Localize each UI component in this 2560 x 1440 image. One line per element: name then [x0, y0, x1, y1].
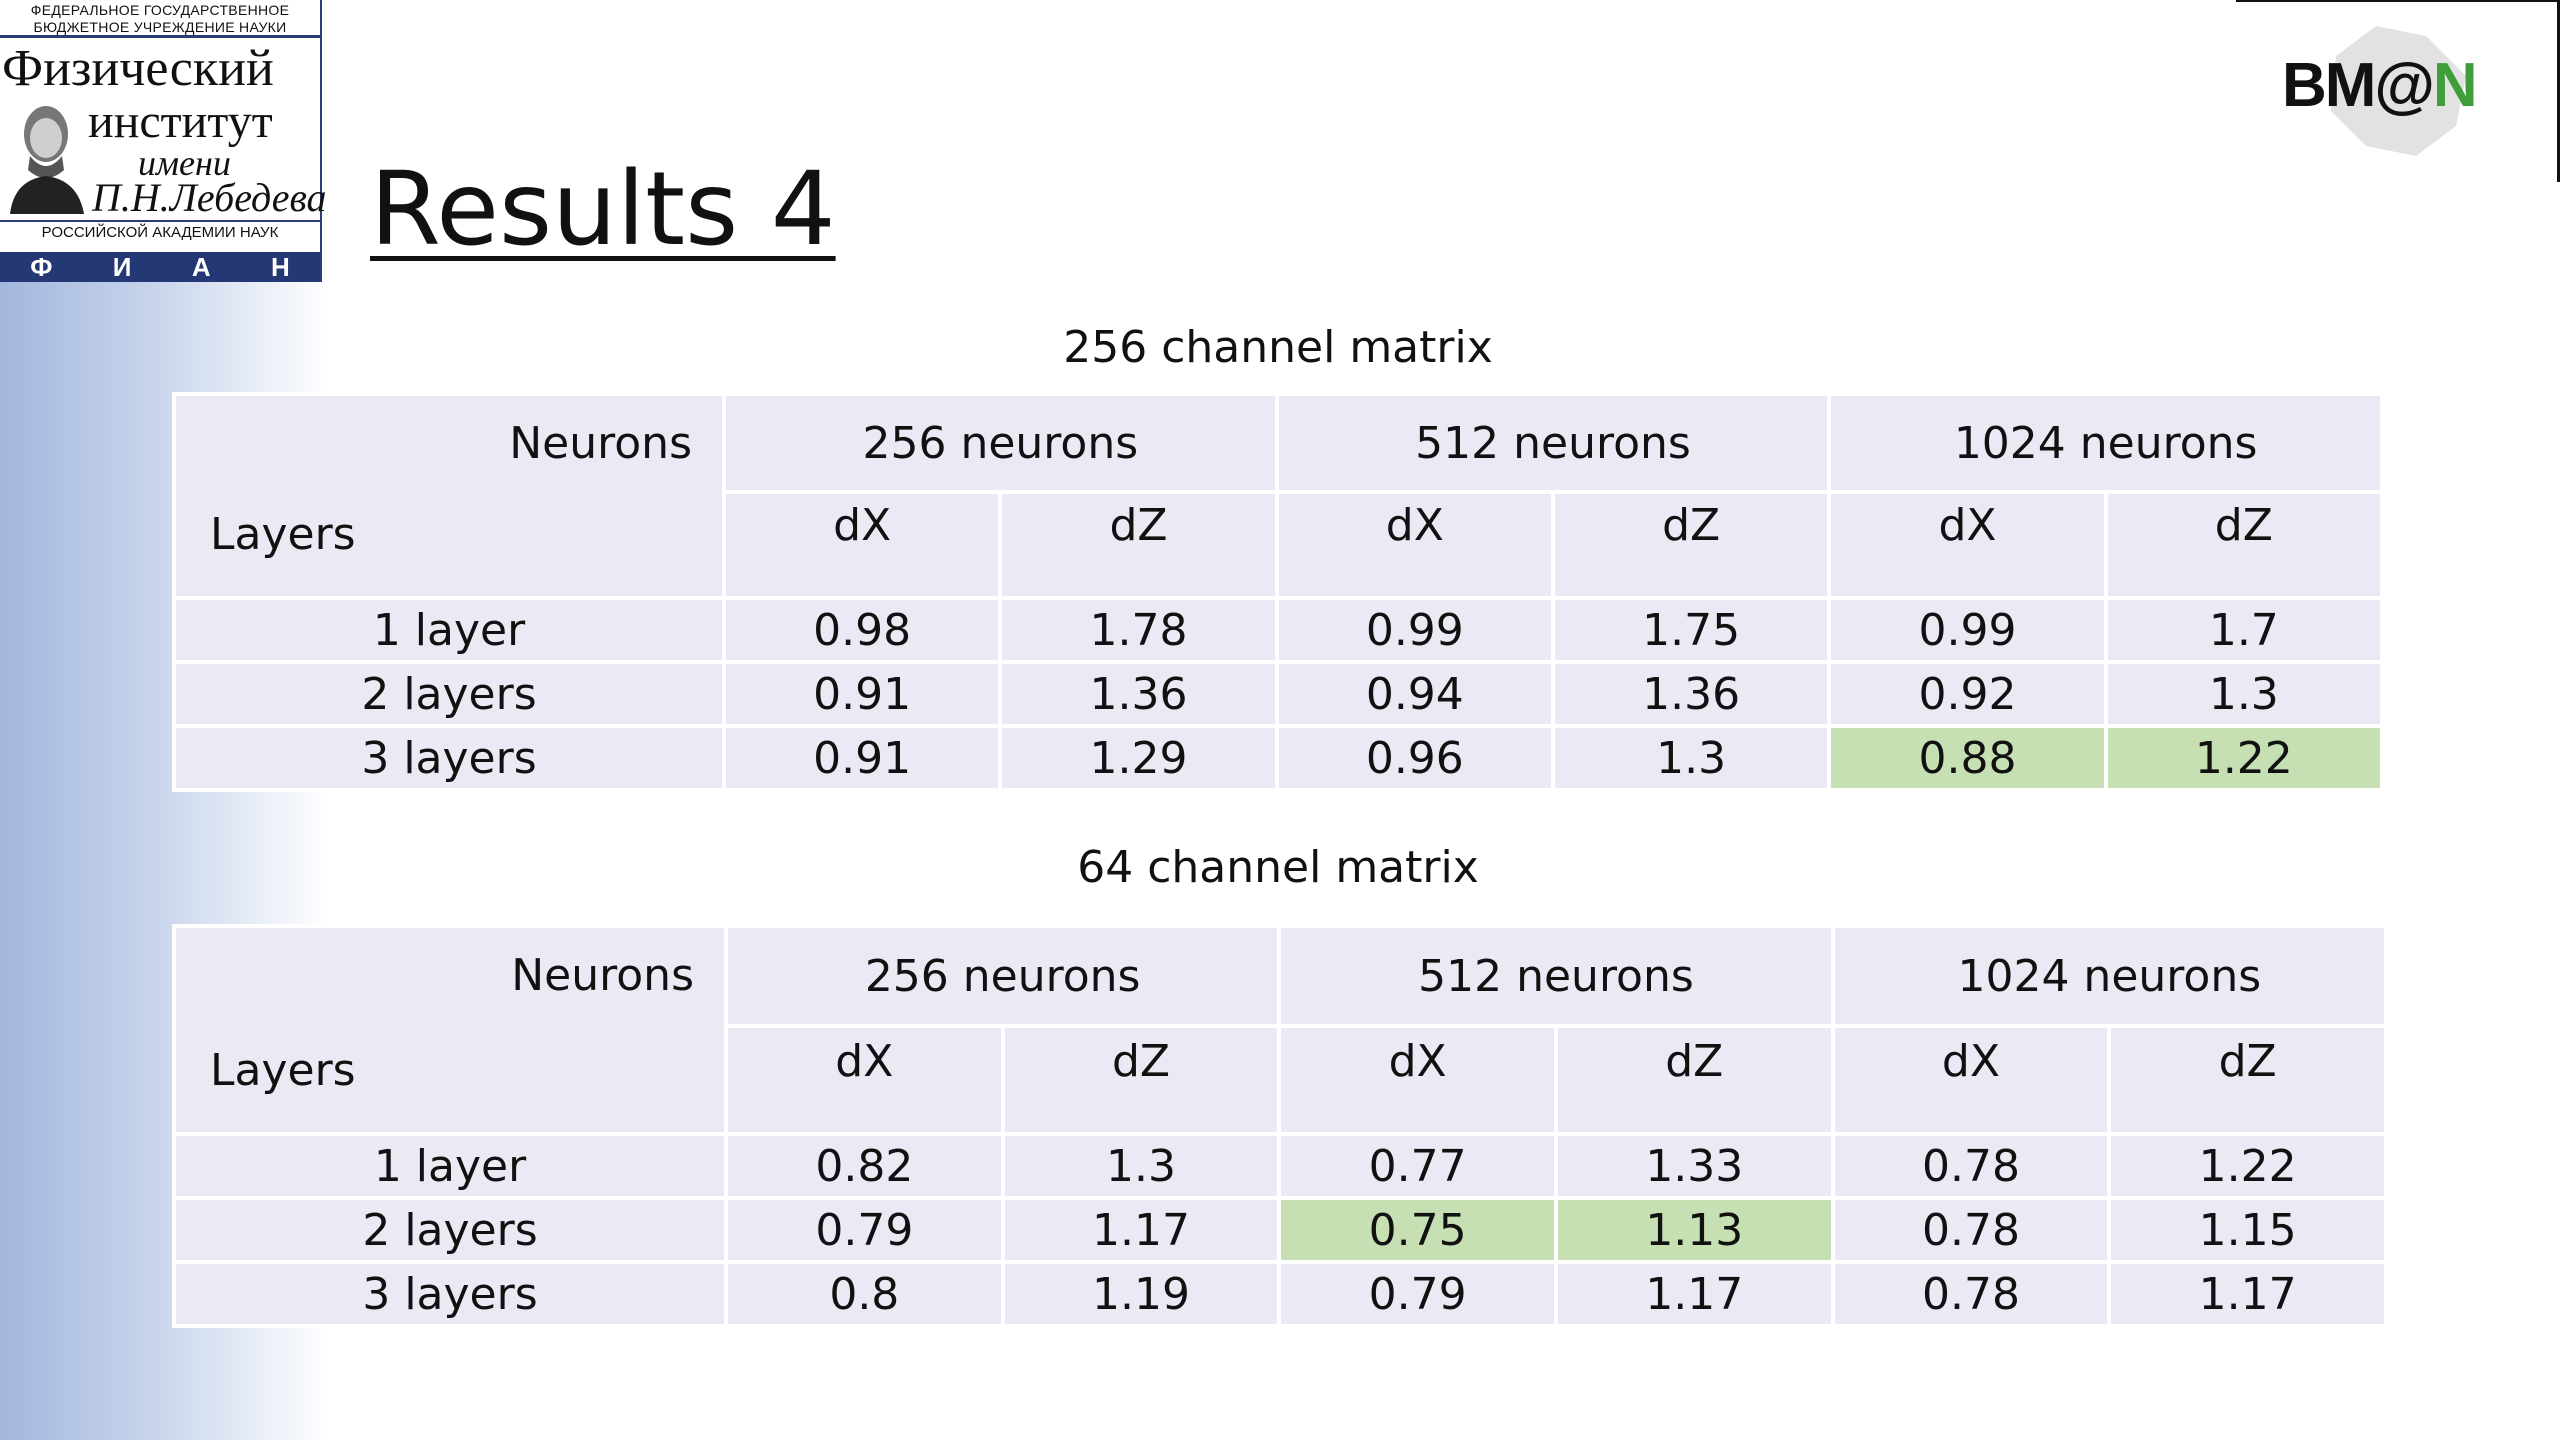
highlighted-cell: 0.75 [1281, 1200, 1554, 1260]
sub-header: dZ [1557, 1028, 1831, 1132]
cell: 0.78 [1834, 1264, 2108, 1324]
logo-top-text: ФЕДЕРАЛЬНОЕ ГОСУДАРСТВЕННОЕ БЮДЖЕТНОЕ УЧ… [0, 0, 320, 38]
highlighted-cell: 1.13 [1557, 1200, 1831, 1260]
logo-letter: Н [270, 251, 290, 282]
cell: 1.36 [1554, 664, 1828, 724]
slide-title: Results 4 [370, 150, 836, 269]
table-row: 3 layers 0.91 1.29 0.96 1.3 0.88 1.22 [176, 728, 2380, 788]
logo-letter: А [191, 251, 211, 282]
portrait-icon [10, 106, 84, 214]
cell: 0.94 [1278, 664, 1551, 724]
group-header: 512 neurons [1281, 928, 1831, 1024]
bman-logo-suffix: N [2432, 51, 2478, 120]
sub-header: dZ [2111, 1028, 2384, 1132]
cell: 0.91 [726, 728, 999, 788]
neurons-label: Neurons [511, 950, 694, 1001]
cell: 1.3 [2107, 664, 2380, 724]
group-header: 512 neurons [1278, 396, 1828, 490]
logo-letter: Ф [30, 251, 53, 282]
table-caption: 64 channel matrix [1077, 842, 1479, 893]
bman-logo: BM@N [2236, 0, 2560, 182]
sub-header: dZ [1002, 494, 1275, 596]
cell: 0.99 [1831, 600, 2104, 660]
sub-header: dZ [1004, 1028, 1278, 1132]
logo-top-line2: БЮДЖЕТНОЕ УЧРЕЖДЕНИЕ НАУКИ [33, 19, 287, 35]
bman-logo-text: BM@N [2282, 50, 2478, 121]
sub-header: dX [1278, 494, 1551, 596]
cell: 0.8 [728, 1264, 1001, 1324]
row-label: 1 layer [176, 600, 722, 660]
cell: 0.79 [1281, 1264, 1554, 1324]
sub-header: dX [728, 1028, 1001, 1132]
cell: 1.15 [2111, 1200, 2384, 1260]
cell: 1.19 [1004, 1264, 1278, 1324]
cell: 0.99 [1278, 600, 1551, 660]
cell: 1.29 [1002, 728, 1275, 788]
cell: 0.92 [1831, 664, 2104, 724]
layers-label: Layers [210, 1045, 356, 1096]
cell: 0.78 [1834, 1136, 2108, 1196]
sub-header: dX [1281, 1028, 1554, 1132]
cell: 0.91 [726, 664, 999, 724]
row-label: 3 layers [176, 1264, 724, 1324]
cell: 1.33 [1557, 1136, 1831, 1196]
logo-line3: имени [138, 143, 231, 183]
cell: 0.82 [728, 1136, 1001, 1196]
logo-line2: институт [88, 95, 273, 148]
corner-header: Neurons Layers [176, 396, 722, 596]
row-label: 3 layers [176, 728, 722, 788]
logo-letter: И [112, 251, 132, 282]
neurons-label: Neurons [509, 418, 692, 469]
cell: 1.22 [2111, 1136, 2384, 1196]
row-label: 2 layers [176, 664, 722, 724]
results-table-256ch: Neurons Layers 256 neurons 512 neurons 1… [172, 392, 2384, 792]
cell: 0.96 [1278, 728, 1551, 788]
cell: 1.75 [1554, 600, 1828, 660]
cell: 0.77 [1281, 1136, 1554, 1196]
group-header: 256 neurons [726, 396, 1275, 490]
cell: 1.17 [1004, 1200, 1278, 1260]
cell: 1.17 [2111, 1264, 2384, 1324]
group-header: 1024 neurons [1834, 928, 2384, 1024]
russia-map-icon [2331, 26, 2466, 156]
sub-header: dZ [2107, 494, 2380, 596]
sub-header: dX [726, 494, 999, 596]
bman-logo-prefix: BM@ [2282, 51, 2435, 120]
cell: 0.98 [726, 600, 999, 660]
table-row: 3 layers 0.8 1.19 0.79 1.17 0.78 1.17 [176, 1264, 2384, 1324]
corner-header: Neurons Layers [176, 928, 724, 1132]
row-label: 2 layers [176, 1200, 724, 1260]
logo-top-line1: ФЕДЕРАЛЬНОЕ ГОСУДАРСТВЕННОЕ [30, 2, 290, 18]
cell: 0.78 [1834, 1200, 2108, 1260]
row-label: 1 layer [176, 1136, 724, 1196]
table-row: 2 layers 0.79 1.17 0.75 1.13 0.78 1.15 [176, 1200, 2384, 1260]
sub-header: dX [1831, 494, 2104, 596]
results-table-64ch: Neurons Layers 256 neurons 512 neurons 1… [172, 924, 2388, 1328]
table-row: 2 layers 0.91 1.36 0.94 1.36 0.92 1.3 [176, 664, 2380, 724]
cell: 1.36 [1002, 664, 1275, 724]
table-row: 1 layer 0.98 1.78 0.99 1.75 0.99 1.7 [176, 600, 2380, 660]
group-header: 1024 neurons [1831, 396, 2380, 490]
table-row: 1 layer 0.82 1.3 0.77 1.33 0.78 1.22 [176, 1136, 2384, 1196]
logo-letters-bar: Ф И А Н [0, 252, 320, 282]
highlighted-cell: 0.88 [1831, 728, 2104, 788]
lebedev-institute-logo: ФЕДЕРАЛЬНОЕ ГОСУДАРСТВЕННОЕ БЮДЖЕТНОЕ УЧ… [0, 0, 327, 282]
sub-header: dX [1834, 1028, 2108, 1132]
cell: 1.7 [2107, 600, 2380, 660]
logo-line1: Физический [2, 40, 274, 97]
logo-bottom-line: РОССИЙСКОЙ АКАДЕМИИ НАУК [0, 220, 320, 241]
cell: 0.79 [728, 1200, 1001, 1260]
group-header: 256 neurons [728, 928, 1278, 1024]
layers-label: Layers [210, 509, 356, 560]
sub-header: dZ [1554, 494, 1828, 596]
highlighted-cell: 1.22 [2107, 728, 2380, 788]
table-caption: 256 channel matrix [1063, 322, 1493, 373]
logo-line4: П.Н.Лебедева [92, 175, 327, 220]
cell: 1.17 [1557, 1264, 1831, 1324]
cell: 1.78 [1002, 600, 1275, 660]
cell: 1.3 [1004, 1136, 1278, 1196]
cell: 1.3 [1554, 728, 1828, 788]
